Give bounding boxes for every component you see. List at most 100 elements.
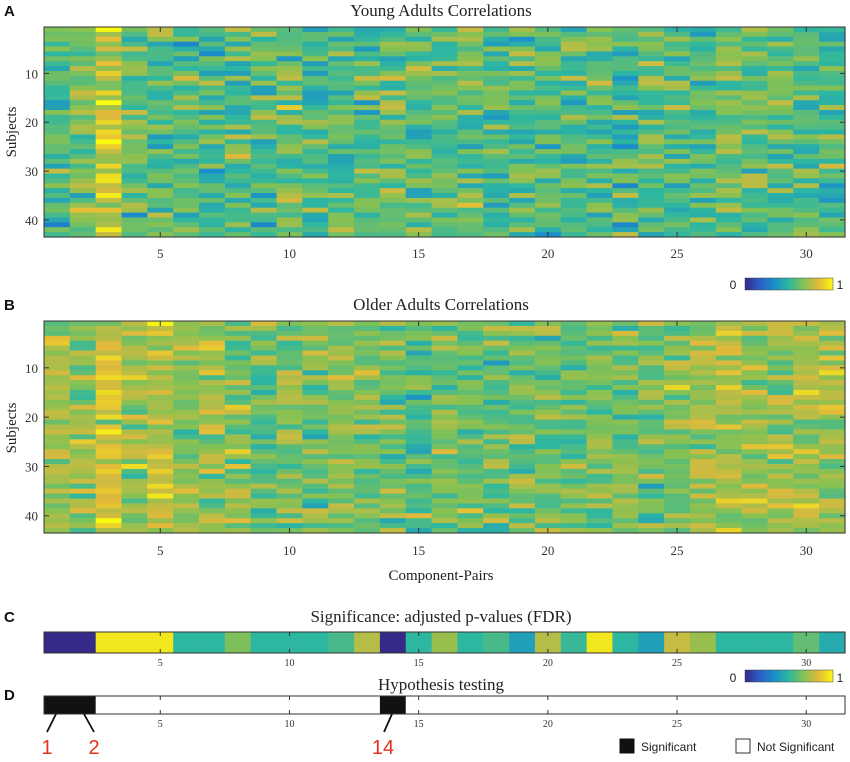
- heatmap-a-cell: [95, 193, 123, 199]
- heatmap-a-cell: [509, 227, 536, 233]
- heatmap-b-cell: [276, 375, 303, 381]
- heatmap-a-cell: [95, 56, 123, 62]
- heatmap-b-cell: [328, 335, 355, 342]
- heatmap-b-cell: [44, 345, 71, 352]
- heatmap-a-cell: [819, 202, 846, 209]
- heatmap-b-cell: [405, 424, 433, 431]
- heatmap-b-cell: [431, 375, 459, 381]
- heatmap-b-cell: [354, 424, 381, 431]
- heatmap-b-cell: [173, 429, 200, 435]
- heatmap-a-cell: [354, 124, 381, 131]
- heatmap-b-cell: [664, 394, 691, 401]
- heatmap-b-cell: [431, 528, 459, 534]
- heatmap-b-cell: [302, 473, 329, 480]
- heatmap-b-cell: [95, 439, 123, 445]
- heatmap-b-cell: [741, 394, 769, 401]
- heatmap-a-cell: [560, 129, 588, 136]
- heatmap-a-cell: [560, 212, 588, 219]
- heatmap-a-cell: [95, 168, 123, 175]
- heatmap-b-cell: [44, 409, 71, 416]
- heatmap-b-cell: [741, 385, 769, 391]
- heatmap-b-cell: [250, 345, 278, 352]
- heatmap-a-cell: [664, 66, 691, 72]
- heatmap-a-cell: [95, 212, 123, 219]
- heatmap-a-cell: [224, 193, 252, 199]
- heatmap-b-cell: [767, 340, 794, 347]
- heatmap-b-cell: [354, 414, 381, 421]
- heatmap-b-cell: [121, 360, 148, 366]
- heatmap-b-cell: [431, 429, 459, 435]
- heatmap-b-cell: [664, 468, 691, 475]
- significance-cell: [302, 632, 329, 653]
- heatmap-b-cell: [638, 390, 665, 396]
- heatmap-b-cell: [431, 444, 459, 450]
- heatmap-a-cell: [431, 51, 459, 57]
- heatmap-a-cell: [664, 202, 691, 209]
- heatmap-b-cell: [483, 360, 510, 366]
- heatmap-a-cell: [509, 95, 536, 101]
- heatmap-a-cell: [767, 197, 794, 204]
- heatmap-b-cell: [147, 508, 174, 514]
- heatmap-b-cell: [69, 449, 97, 455]
- heatmap-b-cell: [121, 385, 148, 391]
- x-tick-label: 25: [672, 719, 682, 730]
- heatmap-b-cell: [44, 513, 71, 519]
- heatmap-a-cell: [586, 227, 614, 233]
- heatmap-a-cell: [767, 217, 794, 223]
- heatmap-a-cell: [405, 95, 433, 101]
- heatmap-a-cell: [44, 232, 71, 238]
- heatmap-a-cell: [483, 56, 510, 62]
- heatmap-a-cell: [95, 158, 123, 165]
- heatmap-a-cell: [767, 202, 794, 209]
- heatmap-a-cell: [302, 124, 329, 131]
- heatmap-a-cell: [224, 85, 252, 92]
- heatmap-b-cell: [819, 355, 846, 362]
- heatmap-a-cell: [793, 153, 820, 160]
- heatmap-a-cell: [69, 61, 97, 67]
- heatmap-a-cell: [95, 90, 123, 96]
- heatmap-a-cell: [664, 129, 691, 136]
- heatmap-b-cell: [95, 449, 123, 455]
- heatmap-b-cell: [405, 429, 433, 435]
- heatmap-b-cell: [819, 335, 846, 342]
- heatmap-b-cell: [457, 335, 484, 342]
- heatmap-b-cell: [199, 459, 226, 465]
- heatmap-a-cell: [328, 217, 355, 223]
- heatmap-a-cell: [741, 207, 769, 214]
- heatmap-a-cell: [664, 31, 691, 38]
- heatmap-a-cell: [328, 163, 355, 170]
- heatmap-a-cell: [586, 41, 614, 48]
- heatmap-b-cell: [44, 360, 71, 366]
- heatmap-a-cell: [121, 129, 148, 136]
- heatmap-a-cell: [276, 31, 303, 38]
- heatmap-a-cell: [147, 207, 174, 214]
- heatmap-a-cell: [534, 124, 562, 131]
- heatmap-b-cell: [483, 454, 510, 460]
- heatmap-b-cell: [664, 478, 691, 485]
- heatmap-b-cell: [224, 355, 252, 362]
- heatmap-a-cell: [147, 80, 174, 87]
- heatmap-a-cell: [431, 80, 459, 87]
- heatmap-b-cell: [224, 325, 252, 332]
- heatmap-b-cell: [560, 345, 588, 352]
- heatmap-a-cell: [405, 105, 433, 111]
- x-tick-label: 20: [541, 543, 554, 558]
- heatmap-a-cell: [612, 46, 639, 53]
- heatmap-b-cell: [509, 340, 536, 347]
- heatmap-a-cell: [354, 188, 381, 194]
- heatmap-b-cell: [664, 330, 691, 337]
- heatmap-b-cell: [199, 394, 226, 401]
- heatmap-b-cell: [95, 325, 123, 332]
- heatmap-a-cell: [405, 168, 433, 175]
- heatmap-a-cell: [715, 163, 743, 170]
- heatmap-a-cell: [224, 183, 252, 189]
- heatmap-b-cell: [379, 380, 407, 386]
- heatmap-a-cell: [431, 168, 459, 175]
- heatmap-a-cell: [405, 149, 433, 155]
- heatmap-a-cell: [199, 66, 226, 72]
- heatmap-a-cell: [250, 227, 278, 233]
- heatmap-b-cell: [44, 414, 71, 421]
- heatmap-a-cell: [95, 217, 123, 223]
- heatmap-b-cell: [741, 483, 769, 490]
- heatmap-b-cell: [793, 350, 820, 357]
